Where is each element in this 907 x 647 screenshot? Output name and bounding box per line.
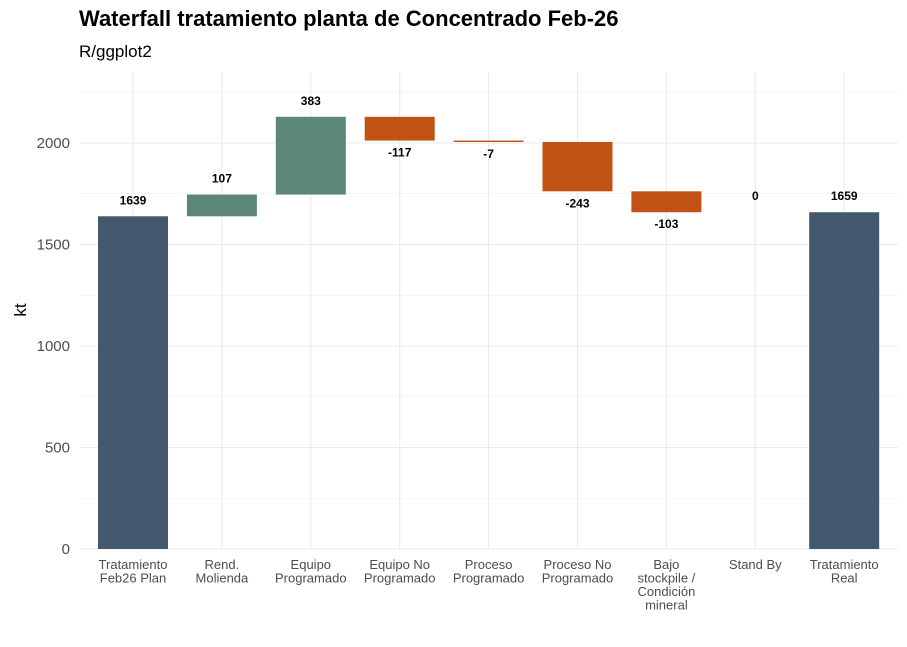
waterfall-bar (631, 191, 702, 213)
x-tick-label: Equipo No (369, 557, 430, 572)
waterfall-bar (809, 212, 880, 549)
data-label: -103 (654, 217, 678, 231)
data-label: 383 (301, 94, 321, 108)
bar-layer (98, 116, 880, 549)
x-tick-label: stockpile / (637, 571, 695, 586)
data-label: -7 (483, 147, 494, 161)
y-tick-label: 1500 (37, 237, 70, 254)
x-tick-label: mineral (645, 598, 688, 613)
y-tick-label: 2000 (37, 135, 70, 152)
x-tick-label: Proceso (465, 557, 513, 572)
x-tick-label: Feb26 Plan (100, 571, 167, 586)
data-label: 1639 (120, 193, 147, 207)
y-tick-label: 500 (45, 440, 70, 457)
x-tick-label: Bajo (653, 557, 679, 572)
waterfall-bar (98, 216, 168, 549)
chart-subtitle: R/ggplot2 (79, 42, 152, 61)
data-label: 107 (212, 172, 232, 186)
x-tick-label: Programado (275, 571, 347, 586)
y-axis-label: kt (11, 303, 30, 317)
waterfall-bar (275, 116, 346, 195)
x-tick-label: Rend. (205, 557, 240, 572)
x-tick-label: Condición (637, 584, 695, 599)
x-tick-label: Molienda (196, 571, 250, 586)
data-label: -243 (565, 196, 589, 210)
x-tick-label: Programado (364, 571, 436, 586)
chart-title: Waterfall tratamiento planta de Concentr… (79, 6, 619, 31)
waterfall-bar (186, 194, 257, 217)
data-label: 1659 (831, 189, 858, 203)
x-tick-label: Stand By (729, 557, 782, 572)
waterfall-bar (542, 141, 613, 192)
x-tick-label: Tratamiento (810, 557, 879, 572)
x-tick-label: Real (831, 571, 858, 586)
data-label: -117 (388, 146, 412, 160)
grid-layer (80, 72, 898, 550)
x-tick-label: Proceso No (544, 557, 612, 572)
waterfall-bar (453, 140, 524, 142)
data-label: 0 (752, 189, 759, 203)
label-layer: 1639 107 383 -117 -7 -243 -103 0 1659 (120, 94, 858, 231)
waterfall-bar (364, 116, 435, 141)
x-tick-label: Tratamiento (99, 557, 168, 572)
y-tick-label: 0 (62, 541, 70, 558)
x-tick-label: Programado (453, 571, 525, 586)
y-tick-label: 1000 (37, 338, 70, 355)
x-tick-label: Equipo (291, 557, 331, 572)
x-tick-label: Programado (542, 571, 614, 586)
